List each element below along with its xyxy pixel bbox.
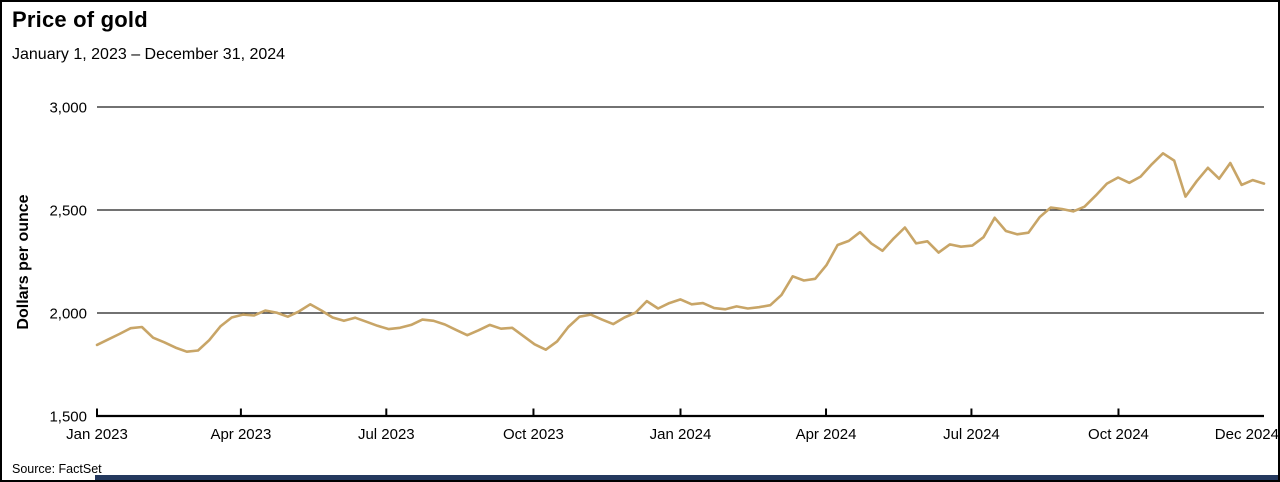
- x-tick-label: Oct 2024: [1088, 426, 1149, 443]
- x-tick-label: Jul 2023: [358, 426, 415, 443]
- x-tick-label: Jan 2023: [66, 426, 128, 443]
- x-tick-label: Apr 2024: [796, 426, 857, 443]
- y-tick-label: 2,000: [49, 306, 87, 323]
- x-tick-label: Jan 2024: [650, 426, 712, 443]
- x-tick-label: Dec 2024: [1215, 426, 1279, 443]
- gold-price-line: [95, 152, 1266, 354]
- source-attribution: Source: FactSet: [12, 462, 102, 476]
- x-tick-label: Apr 2023: [210, 426, 271, 443]
- footer-bar: [95, 475, 1278, 480]
- chart-title: Price of gold: [12, 7, 148, 32]
- y-tick-label: 1,500: [49, 409, 87, 426]
- x-tick-label: Jul 2024: [943, 426, 1000, 443]
- y-tick-label: 3,000: [49, 100, 87, 117]
- x-tick-label: Oct 2023: [503, 426, 564, 443]
- chart-subtitle-date-range: January 1, 2023 – December 31, 2024: [12, 46, 286, 63]
- y-tick-label: 2,500: [49, 203, 87, 220]
